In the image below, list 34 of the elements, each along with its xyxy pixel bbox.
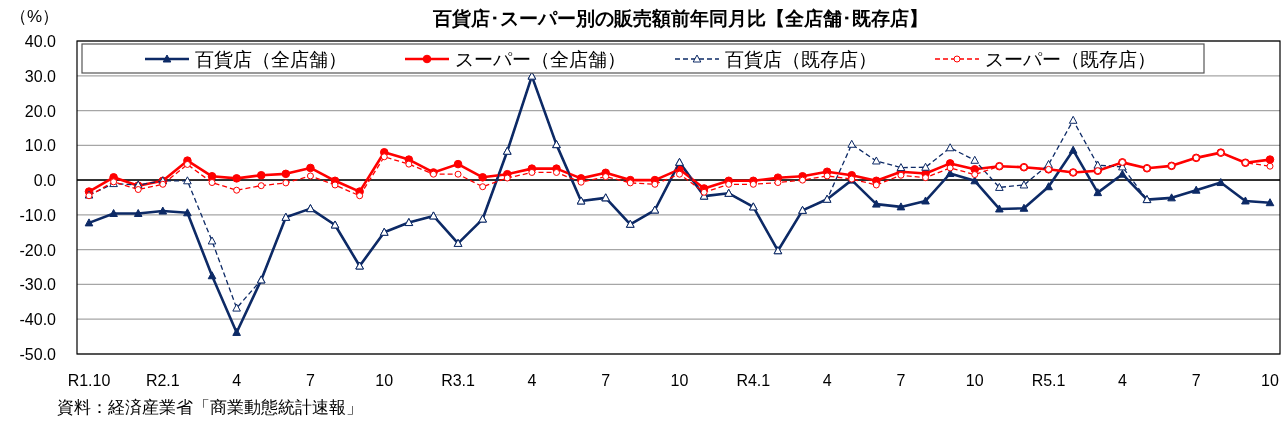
x-tick-label: 7 [305,372,315,389]
text: 資料：経済産業省「商業動態統計速報」 [57,398,363,417]
y-tick-label: 30.0 [24,67,57,85]
y-tick-label: 10.0 [24,137,57,155]
x-tick-label: R2.1 [145,372,180,389]
x-tick-label: 10 [375,372,394,389]
legend-label: スーパー（全店舗） [455,49,626,70]
x-tick-label: 10 [670,372,689,389]
x-tick-label: 10 [1261,372,1279,389]
y-tick-label: -30.0 [19,276,57,294]
x-tick-label: R1.10 [67,372,111,389]
x-tick-label: R3.1 [441,372,476,389]
x-tick-label: 7 [601,372,611,389]
y-tick-label: 40.0 [24,33,57,50]
legend-label: 百貨店（既存店） [725,49,877,70]
chart-title: 百貨店･スーパー別の販売額前年同月比【全店舗･既存店】 [431,8,928,29]
x-tick-label: 4 [527,372,537,389]
x-tick-label: 4 [1117,372,1127,389]
x-tick-label: 10 [965,372,984,389]
y-tick-label: -50.0 [19,346,57,363]
y-tick-label: 0.0 [33,172,57,190]
x-tick-label: 4 [822,372,832,389]
y-tick-label: -10.0 [19,206,57,224]
y-tick-label: -40.0 [19,311,57,329]
legend-label: 百貨店（全店舗） [195,49,347,70]
x-tick-label: R4.1 [736,372,771,389]
x-tick-label: 7 [896,372,906,389]
y-tick-label: 20.0 [24,102,57,120]
legend-label: スーパー（既存店） [985,49,1156,70]
y-axis-title: （%） [10,7,60,26]
y-tick-label: -20.0 [19,241,57,259]
x-tick-label: 7 [1191,372,1201,389]
x-tick-label: R5.1 [1031,372,1066,389]
x-tick-label: 4 [232,372,242,389]
